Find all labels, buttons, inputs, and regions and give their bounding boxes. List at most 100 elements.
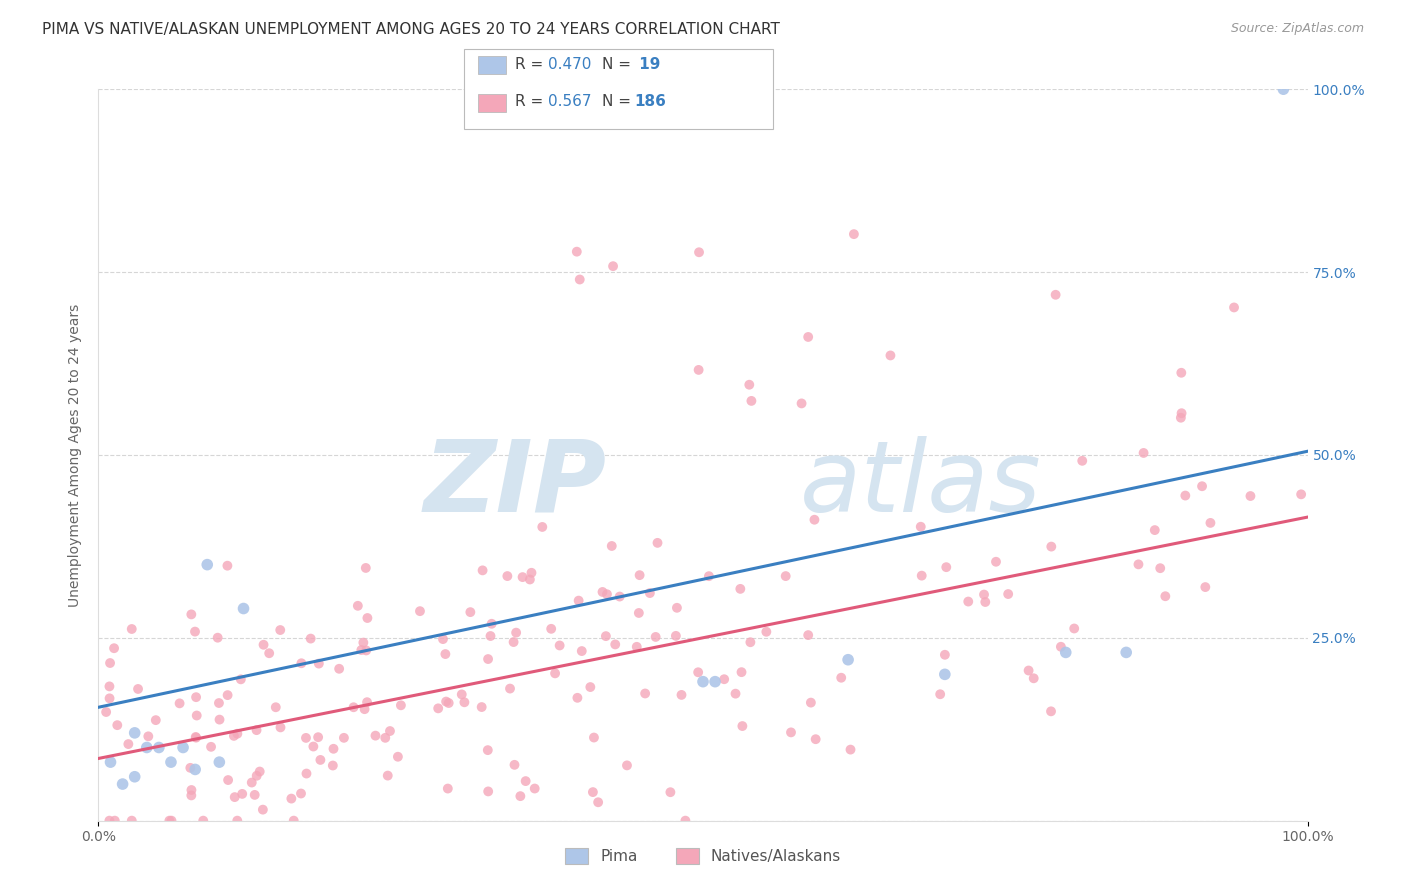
Point <box>797 330 820 344</box>
Point <box>1143 523 1166 537</box>
Point <box>226 727 249 741</box>
Point <box>502 635 524 649</box>
Point <box>568 272 591 286</box>
Y-axis label: Unemployment Among Ages 20 to 24 years: Unemployment Among Ages 20 to 24 years <box>69 303 83 607</box>
Point <box>984 555 1007 569</box>
Point <box>1191 479 1213 493</box>
Text: 0.470: 0.470 <box>548 57 592 71</box>
Point <box>1194 580 1216 594</box>
Point <box>1054 645 1077 659</box>
Point <box>1174 489 1197 503</box>
Point <box>94 705 117 719</box>
Point <box>688 665 710 680</box>
Point <box>136 729 159 743</box>
Point <box>283 814 305 828</box>
Point <box>124 726 146 740</box>
Point <box>671 688 693 702</box>
Point <box>997 587 1019 601</box>
Point <box>145 713 167 727</box>
Point <box>356 695 378 709</box>
Point <box>704 674 727 689</box>
Point <box>740 393 762 408</box>
Point <box>270 720 292 734</box>
Point <box>1071 454 1094 468</box>
Point <box>127 681 149 696</box>
Point <box>540 622 562 636</box>
Point <box>1022 671 1045 685</box>
Point <box>804 732 827 747</box>
Point <box>519 573 541 587</box>
Point <box>626 640 648 654</box>
Point <box>460 605 482 619</box>
Point <box>333 731 356 745</box>
Point <box>252 638 274 652</box>
Point <box>231 787 253 801</box>
Point <box>295 731 318 745</box>
Point <box>160 755 183 769</box>
Point <box>1223 301 1246 315</box>
Point <box>217 688 239 702</box>
Text: atlas: atlas <box>800 435 1042 533</box>
Point <box>830 671 852 685</box>
Point <box>523 781 546 796</box>
Point <box>738 377 761 392</box>
Point <box>437 696 460 710</box>
Point <box>111 777 134 791</box>
Point <box>353 702 375 716</box>
Point <box>200 739 222 754</box>
Point <box>692 674 714 689</box>
Point <box>839 742 862 756</box>
Point <box>184 730 207 744</box>
Point <box>347 599 370 613</box>
Point <box>673 814 696 828</box>
Point <box>307 730 329 744</box>
Point <box>934 667 956 681</box>
Point <box>1149 561 1171 575</box>
Legend: Pima, Natives/Alaskans: Pima, Natives/Alaskans <box>565 848 841 864</box>
Point <box>605 637 627 651</box>
Point <box>436 781 458 796</box>
Point <box>934 648 956 662</box>
Point <box>157 814 180 828</box>
Point <box>479 629 502 643</box>
Point <box>688 245 710 260</box>
Point <box>280 791 302 805</box>
Point <box>837 653 859 667</box>
Point <box>342 700 364 714</box>
Point <box>208 696 231 710</box>
Point <box>374 731 396 745</box>
Point <box>531 520 554 534</box>
Point <box>1170 410 1192 425</box>
Point <box>217 772 239 787</box>
Text: R =: R = <box>515 57 548 71</box>
Text: Source: ZipAtlas.com: Source: ZipAtlas.com <box>1230 22 1364 36</box>
Point <box>180 607 202 622</box>
Point <box>186 708 208 723</box>
Point <box>1239 489 1261 503</box>
Point <box>243 788 266 802</box>
Point <box>616 758 638 772</box>
Point <box>1115 645 1137 659</box>
Point <box>232 601 254 615</box>
Point <box>1272 82 1295 96</box>
Point <box>481 616 503 631</box>
Point <box>568 593 591 607</box>
Point <box>910 520 932 534</box>
Point <box>217 558 239 573</box>
Point <box>229 673 252 687</box>
Point <box>245 723 267 738</box>
Point <box>208 713 231 727</box>
Point <box>503 757 526 772</box>
Point <box>974 595 997 609</box>
Point <box>427 701 450 715</box>
Point <box>713 672 735 686</box>
Point <box>647 536 669 550</box>
Point <box>184 624 207 639</box>
Text: N =: N = <box>602 95 636 109</box>
Point <box>730 665 752 680</box>
Point <box>579 680 602 694</box>
Point <box>1132 446 1154 460</box>
Point <box>100 755 122 769</box>
Point <box>797 628 820 642</box>
Point <box>775 569 797 583</box>
